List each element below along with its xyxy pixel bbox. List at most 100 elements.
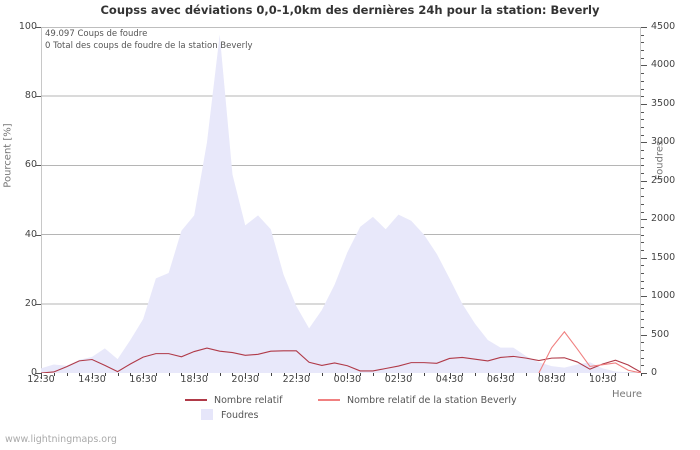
y-axis-left-tick-label: 0 — [30, 367, 37, 378]
y-axis-right-minor-tick — [641, 235, 644, 236]
y-axis-right-tick-mark — [641, 335, 647, 336]
x-axis-minor-tick — [232, 373, 233, 376]
y-axis-right-tick-mark — [641, 181, 647, 182]
y-axis-left-tick-label: 100 — [18, 21, 37, 32]
x-axis-tick-label: 12:30 — [27, 374, 55, 385]
legend-label: Nombre relatif — [214, 395, 283, 406]
page-title: Coupss avec déviations 0,0-1,0km des der… — [100, 3, 600, 17]
legend-line-swatch — [185, 398, 207, 401]
y-axis-right-minor-tick — [641, 135, 644, 136]
x-axis-minor-tick — [220, 373, 221, 376]
y-axis-left-tick-label: 40 — [24, 228, 37, 240]
y-axis-right-minor-tick — [641, 327, 644, 328]
x-axis-minor-tick — [156, 373, 157, 376]
legend-item[interactable]: Nombre relatif — [185, 395, 282, 406]
y-axis-right-minor-tick — [641, 89, 644, 90]
footer-attribution: www.lightningmaps.org — [5, 434, 117, 445]
x-axis-minor-tick — [577, 373, 578, 376]
x-axis-minor-tick — [79, 373, 80, 376]
y-axis-right-tick-mark — [641, 296, 647, 297]
x-axis-major-tick — [552, 373, 553, 379]
x-axis-tick-label: 02:30 — [384, 374, 413, 385]
annotation-station-strokes: 0 Total des coups de foudre de la statio… — [45, 41, 253, 51]
y-axis-right-minor-tick — [641, 288, 644, 289]
y-axis-right-minor-tick — [641, 50, 644, 51]
x-axis-tick-label: 06:30 — [486, 374, 515, 385]
x-axis-minor-tick — [526, 373, 527, 376]
x-axis-minor-tick — [437, 373, 438, 376]
y-axis-right-tick-label: 2000 — [651, 213, 676, 225]
x-axis-minor-tick — [335, 373, 336, 376]
y-axis-right-tick-mark — [641, 104, 647, 105]
x-axis-minor-tick — [130, 373, 131, 376]
y-axis-right-tick-mark — [641, 258, 647, 259]
legend-item[interactable]: Nombre relatif de la station Beverly — [318, 395, 517, 406]
x-axis-major-tick — [501, 373, 502, 379]
y-axis-right-tick-label: 1500 — [651, 251, 676, 263]
y-axis-right-minor-tick — [641, 319, 644, 320]
y-axis-right-minor-tick — [641, 35, 644, 36]
y-axis-left-tick-mark — [36, 27, 41, 28]
y-axis-right-minor-tick — [641, 188, 644, 189]
x-axis-minor-tick — [118, 373, 119, 376]
x-axis-minor-tick — [513, 373, 514, 376]
x-axis-major-tick — [41, 373, 42, 379]
y-axis-right-minor-tick — [641, 227, 644, 228]
y-axis-right-tick-label: 2500 — [651, 174, 676, 186]
x-axis-minor-tick — [284, 373, 285, 376]
x-axis-minor-tick — [181, 373, 182, 376]
x-axis-minor-tick — [590, 373, 591, 376]
x-axis-minor-tick — [539, 373, 540, 376]
annotation-total-strokes: 49.097 Coups de foudre — [45, 29, 148, 39]
y-axis-right-tick-label: 1000 — [651, 290, 676, 302]
chart-svg — [41, 27, 641, 373]
y-axis-right-minor-tick — [641, 150, 644, 151]
y-axis-right-tick-label: 0 — [651, 367, 658, 378]
x-axis-minor-tick — [67, 373, 68, 376]
x-axis-tick-label: 00:30 — [333, 374, 362, 385]
x-axis-minor-tick — [169, 373, 170, 376]
x-axis-tick-label: 14:30 — [78, 374, 106, 385]
x-axis-minor-tick — [322, 373, 323, 376]
y-axis-right-minor-tick — [641, 158, 644, 159]
y-axis-left-tick-mark — [36, 304, 41, 305]
area-series-foudres — [41, 34, 641, 373]
legend-item[interactable]: Foudres — [196, 409, 258, 421]
x-axis-minor-tick — [488, 373, 489, 376]
x-axis-minor-tick — [615, 373, 616, 376]
y-axis-right-minor-tick — [641, 281, 644, 282]
x-axis-tick-label: 10:30 — [588, 374, 617, 385]
y-axis-right-minor-tick — [641, 350, 644, 351]
y-axis-right-minor-tick — [641, 112, 644, 113]
y-axis-left-title: Pourcent [%] — [2, 123, 14, 188]
x-axis-tick-label: 18:30 — [180, 374, 208, 385]
y-axis-right-minor-tick — [641, 212, 644, 213]
x-axis-minor-tick — [462, 373, 463, 376]
x-axis-minor-tick — [309, 373, 310, 376]
x-axis-major-tick — [603, 373, 604, 379]
x-axis-minor-tick — [207, 373, 208, 376]
y-axis-right-tick-label: 4000 — [651, 59, 676, 71]
x-axis-major-tick — [92, 373, 93, 379]
y-axis-right-minor-tick — [641, 173, 644, 174]
y-axis-right-minor-tick — [641, 42, 644, 43]
y-axis-right-minor-tick — [641, 96, 644, 97]
y-axis-right-tick-mark — [641, 142, 647, 143]
x-axis-tick-label: 04:30 — [435, 374, 464, 385]
y-axis-left-tick-mark — [36, 96, 41, 97]
y-axis-right-minor-tick — [641, 196, 644, 197]
plot-canvas — [41, 27, 641, 373]
x-axis-title: Heure — [612, 389, 643, 400]
x-axis-tick-label: 20:30 — [231, 374, 259, 385]
x-axis-major-tick — [194, 373, 195, 379]
y-axis-right-title: Foudres — [654, 140, 666, 181]
line-series — [41, 347, 641, 373]
x-axis-minor-tick — [411, 373, 412, 376]
y-axis-right-minor-tick — [641, 165, 644, 166]
y-axis-right-tick-label: 500 — [651, 328, 670, 340]
y-axis-right-minor-tick — [641, 58, 644, 59]
x-axis-minor-tick — [105, 373, 106, 376]
x-axis-minor-tick — [386, 373, 387, 376]
x-axis-minor-tick — [475, 373, 476, 376]
